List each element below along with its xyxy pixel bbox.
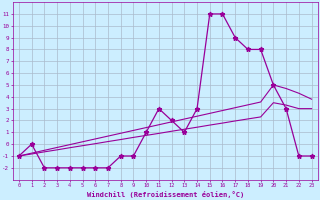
X-axis label: Windchill (Refroidissement éolien,°C): Windchill (Refroidissement éolien,°C) (87, 191, 244, 198)
